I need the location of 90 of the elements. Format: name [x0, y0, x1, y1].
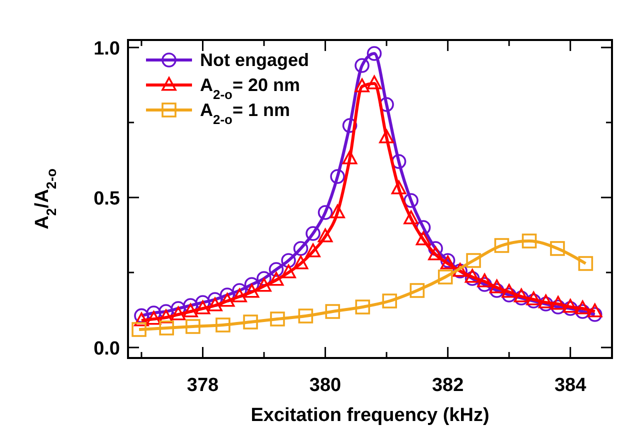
point	[318, 205, 333, 220]
point	[494, 238, 510, 253]
point	[306, 243, 320, 258]
point	[587, 307, 602, 322]
point	[330, 169, 345, 184]
point	[268, 262, 284, 277]
point	[526, 291, 541, 306]
point	[256, 271, 272, 286]
point	[477, 277, 492, 292]
point	[270, 312, 285, 326]
point	[216, 318, 230, 332]
point	[232, 283, 247, 298]
point	[159, 320, 174, 336]
point	[244, 277, 260, 292]
point	[132, 322, 146, 337]
point	[366, 75, 382, 90]
point	[354, 58, 370, 73]
point	[514, 288, 529, 302]
legend-label: A$_{2-o}$= 20 nm	[200, 75, 300, 102]
point	[232, 288, 247, 302]
point	[514, 290, 529, 306]
point	[342, 150, 358, 164]
point	[366, 46, 382, 61]
point	[489, 279, 504, 294]
point	[562, 298, 578, 313]
point	[404, 193, 418, 208]
point	[538, 294, 554, 308]
point	[354, 78, 370, 92]
point	[464, 268, 480, 283]
point	[306, 226, 320, 241]
point	[158, 309, 174, 324]
point	[281, 264, 296, 278]
point	[550, 241, 565, 256]
point	[522, 234, 537, 248]
point	[244, 284, 260, 298]
point	[355, 300, 370, 314]
point	[220, 288, 235, 302]
point	[256, 278, 272, 292]
point	[293, 255, 308, 270]
point	[587, 303, 602, 318]
point	[293, 241, 308, 256]
point	[183, 298, 198, 313]
x-tick-label: 382	[432, 375, 464, 396]
point	[183, 303, 198, 318]
point	[134, 308, 149, 324]
point	[466, 253, 481, 268]
point	[170, 306, 186, 320]
point	[382, 294, 398, 308]
legend-label: A$_{2-o}$= 1 nm	[200, 100, 290, 126]
point	[578, 256, 594, 271]
x-tick-label: 378	[186, 375, 219, 396]
point	[146, 310, 162, 325]
point	[208, 297, 222, 312]
point	[477, 273, 492, 288]
point	[575, 304, 590, 319]
point	[330, 204, 345, 218]
point	[243, 314, 258, 330]
point	[502, 284, 516, 298]
point	[438, 270, 453, 284]
point	[575, 300, 590, 314]
point	[562, 301, 578, 316]
point	[379, 129, 394, 144]
x-tick-label: 380	[309, 375, 342, 396]
point	[134, 312, 149, 326]
point	[268, 272, 284, 286]
point	[391, 180, 406, 194]
x-tick-label: 384	[554, 375, 587, 396]
legend-label: Not engaged	[200, 50, 310, 70]
x-axis-title: Excitation frequency (kHz)	[250, 405, 490, 426]
point	[318, 228, 333, 242]
point	[298, 308, 314, 324]
y-tick-label: 0.5	[94, 188, 120, 210]
point	[342, 118, 358, 133]
point	[410, 283, 425, 298]
point	[208, 292, 222, 307]
point	[195, 300, 210, 314]
point	[404, 210, 418, 224]
point	[186, 319, 200, 334]
y-tick-label: 1.0	[94, 38, 120, 60]
point	[428, 246, 443, 260]
point	[281, 253, 296, 268]
point	[220, 292, 235, 307]
point	[550, 300, 566, 314]
point	[428, 241, 443, 256]
point	[391, 154, 406, 169]
point	[550, 296, 566, 310]
point	[416, 231, 431, 246]
y-tick-label: 0.0	[94, 338, 120, 360]
point	[325, 304, 340, 319]
point	[464, 271, 480, 286]
